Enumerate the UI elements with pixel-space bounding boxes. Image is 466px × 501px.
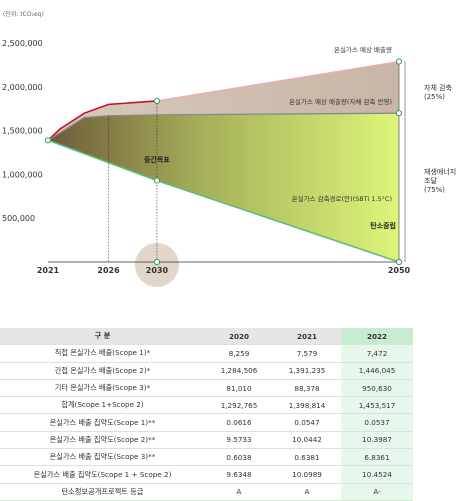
- y-tick-label: 1,000,000: [2, 170, 43, 179]
- row-value: 1,284,506: [205, 362, 273, 380]
- row-value: 7,579: [273, 344, 341, 363]
- row-value: 0.6038: [205, 448, 273, 467]
- table-row: 직접 온실가스 배출(Scope 1)* 8,259 7,579 7,472: [0, 344, 413, 363]
- row-label: 합계(Scope 1+Scope 2): [0, 396, 205, 415]
- row-value: 950,630: [341, 379, 413, 398]
- y-tick-label: 500,000: [2, 214, 35, 223]
- row-label: 온실가스 배출 집약도(Scope 3)**: [0, 448, 205, 467]
- series-label-self: 온실가스 예상 배출량(자체 감축 반영): [289, 97, 392, 106]
- y-tick-label: 1,500,000: [2, 127, 43, 136]
- actual-emissions-line: [47, 100, 157, 141]
- row-value: 9.5733: [205, 431, 273, 450]
- row-value: 10.3987: [341, 431, 413, 450]
- row-value: 88,378: [273, 379, 341, 398]
- row-value: 10.0442: [273, 431, 341, 450]
- table-row: 기타 온실가스 배출(Scope 3)* 81,010 88,378 950,630: [0, 379, 413, 398]
- point-2050-zero: [395, 258, 403, 266]
- table-row: 온실가스 배출 집약도(Scope 1 + Scope 2) 9.6348 10.0…: [0, 465, 413, 484]
- row-value: 0.0547: [273, 413, 341, 432]
- x-tick-label: 2026: [97, 266, 120, 275]
- series-label-expected: 온실가스 예상 배출량: [334, 45, 392, 54]
- self-reduction-label: 자체 감축: [424, 83, 453, 92]
- x-tick-label: 2030: [146, 266, 169, 275]
- renewable-label: 조달: [424, 177, 437, 185]
- y-tick-label: 2,500,000: [2, 39, 43, 48]
- start-point: [44, 137, 52, 144]
- renewable-area: [48, 113, 399, 262]
- row-label: 직접 온실가스 배출(Scope 1)*: [0, 344, 205, 363]
- header-2020: 2020: [205, 328, 273, 346]
- table-row: 온실가스 배출 집약도(Scope 2)** 9.5733 10.0442 10.39…: [0, 431, 413, 450]
- row-value: 81,010: [205, 379, 273, 398]
- row-value: 8,259: [205, 344, 273, 363]
- row-value: 0.6381: [273, 448, 341, 467]
- emissions-chart: (단위: tCO₂eq) 2,500,000 2,000,000 1,500,000…: [2, 10, 456, 287]
- row-label: 탄소정보공개프로젝트 등급: [0, 483, 205, 501]
- header-category: 구 분: [0, 328, 205, 346]
- table-row: 합계(Scope 1+Scope 2) 1,292,765 1,398,814 1,4…: [0, 396, 413, 415]
- row-value: 1,391,235: [273, 362, 341, 380]
- table-header-row: 구 분 2020 2021 2022: [0, 328, 413, 346]
- row-label: 온실가스 배출 집약도(Scope 1)**: [0, 413, 205, 432]
- point-2030-path: [153, 177, 161, 184]
- point-2030-axis: [153, 258, 161, 266]
- net-zero-label: 탄소중립: [370, 221, 396, 230]
- row-value: 1,446,045: [341, 362, 413, 380]
- table-row: 온실가스 배출 집약도(Scope 3)** 0.6038 0.6381 6.8361: [0, 448, 413, 467]
- row-value: 10.0989: [273, 465, 341, 484]
- series-label-path: 온실가스 감축경로(안)(SBTi 1.5°C): [292, 194, 392, 203]
- row-value: 6.8361: [341, 448, 413, 467]
- self-reduction-label: (25%): [424, 93, 445, 101]
- row-value: A-: [341, 483, 413, 501]
- row-value: 9.6348: [205, 465, 273, 484]
- row-label: 기타 온실가스 배출(Scope 3)*: [0, 379, 205, 398]
- self-reduction-area: [48, 61, 399, 141]
- row-value: 1,453,517: [341, 396, 413, 415]
- row-value: 10.4524: [341, 465, 413, 484]
- table-row: 온실가스 배출 집약도(Scope 1)** 0.0616 0.0547 0.0537: [0, 413, 413, 432]
- point-2030-actual: [153, 97, 161, 105]
- y-tick-label: 2,000,000: [2, 83, 43, 92]
- renewable-label: 재생에너지: [424, 167, 456, 176]
- table-row: 탄소정보공개프로젝트 등급 A A A-: [0, 483, 413, 501]
- row-value: 7,472: [341, 344, 413, 363]
- row-label: 간접 온실가스 배출(Scope 2)*: [0, 362, 205, 380]
- row-value: A: [205, 483, 273, 501]
- row-label: 온실가스 배출 집약도(Scope 1 + Scope 2): [0, 465, 205, 484]
- point-2050-self: [395, 110, 403, 117]
- row-label: 온실가스 배출 집약도(Scope 2)**: [0, 431, 205, 450]
- emissions-table: 구 분 2020 2021 2022 직접 온실가스 배출(Scope 1)* 8…: [0, 328, 413, 501]
- table-row: 간접 온실가스 배출(Scope 2)* 1,284,506 1,391,235 1,…: [0, 362, 413, 380]
- unit-label: (단위: tCO₂eq): [3, 10, 44, 18]
- x-tick-label: 2021: [37, 266, 60, 275]
- header-2022: 2022: [341, 328, 413, 346]
- row-value: 0.0537: [341, 413, 413, 432]
- row-value: 1,292,765: [205, 396, 273, 415]
- row-value: A: [273, 483, 341, 501]
- expected-emissions-line: [156, 60, 400, 102]
- point-2050-expected: [395, 58, 403, 65]
- renewable-label: (75%): [424, 186, 445, 194]
- x-tick-label: 2050: [388, 266, 411, 275]
- interim-target-label: 중간목표: [144, 155, 170, 164]
- header-2021: 2021: [273, 328, 341, 346]
- row-value: 0.0616: [205, 413, 273, 432]
- row-value: 1,398,814: [273, 396, 341, 415]
